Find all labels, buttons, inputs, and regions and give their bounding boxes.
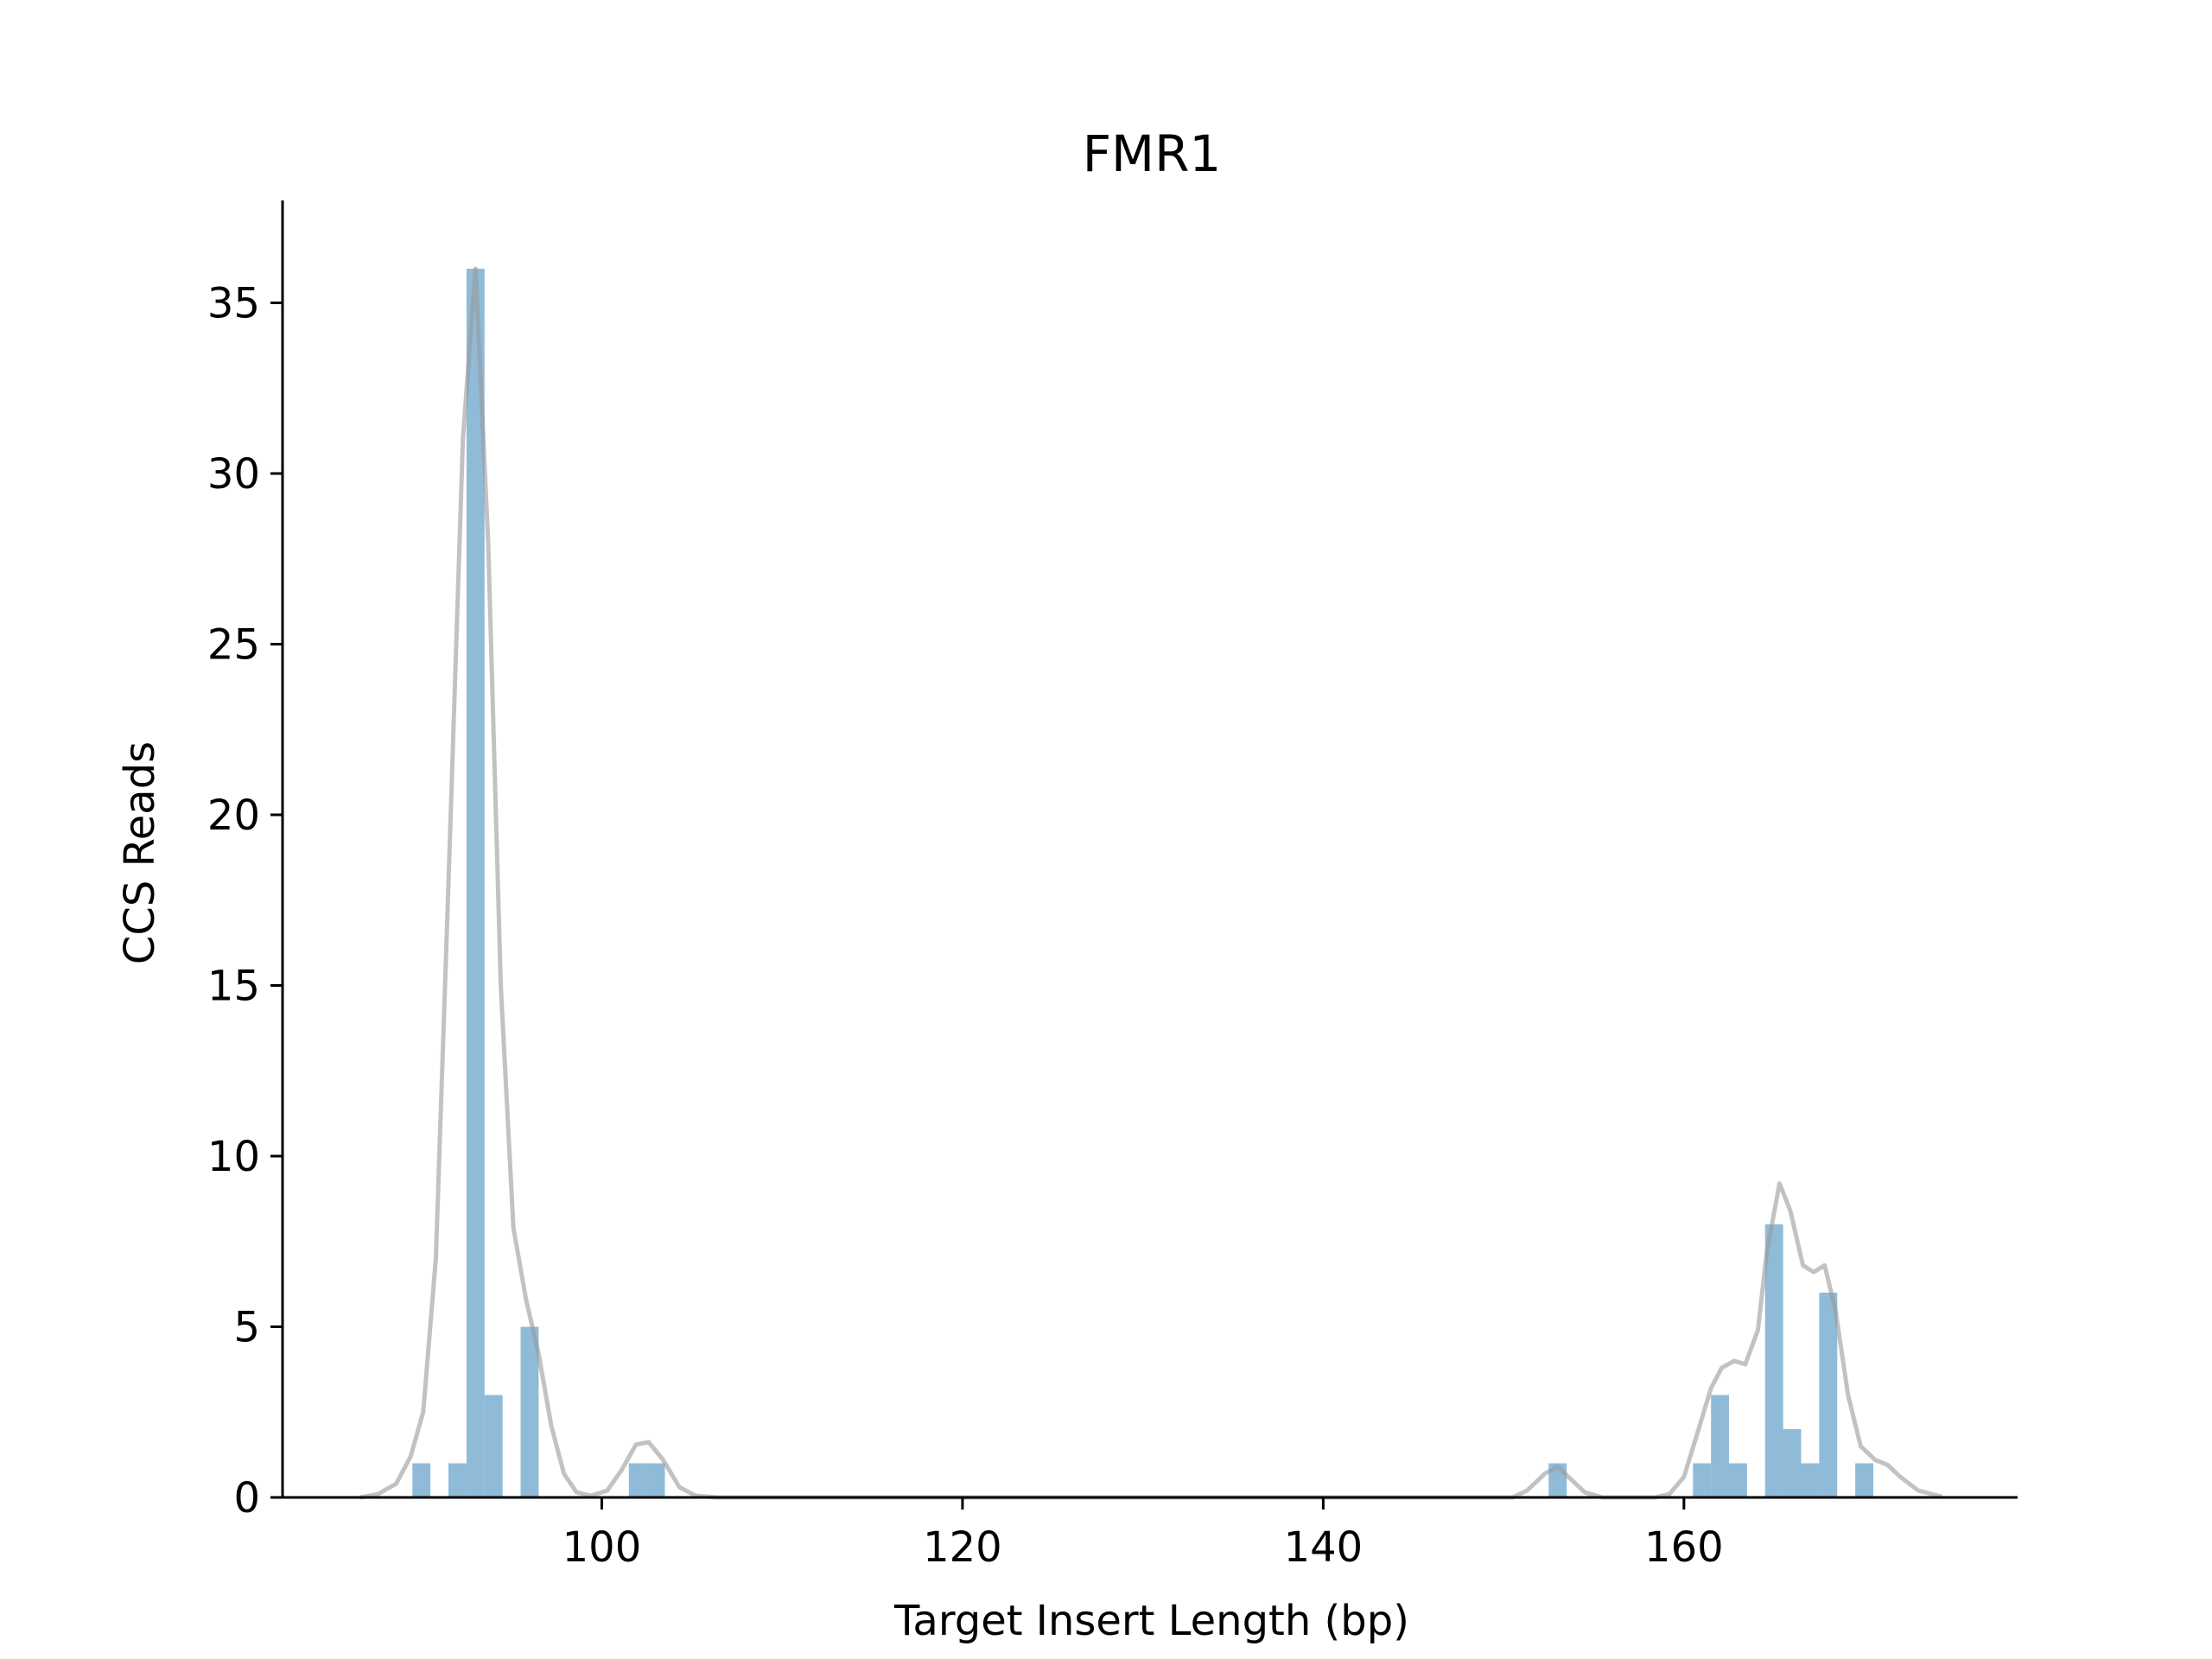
histogram-bar <box>1764 1224 1783 1497</box>
histogram-bar <box>448 1463 467 1497</box>
x-tick-label: 140 <box>1284 1523 1363 1572</box>
density-curve-layer <box>359 266 1942 1500</box>
histogram-bar <box>1819 1293 1838 1497</box>
y-tick-label: 15 <box>207 963 260 1011</box>
axes: 0 5 10 15 20 25 30 35 100 120 140 160 <box>207 200 2018 1572</box>
histogram-bar <box>1711 1395 1730 1497</box>
y-tick-label: 25 <box>207 621 260 670</box>
density-curve <box>359 266 1942 1500</box>
x-tick-label: 100 <box>563 1523 642 1572</box>
histogram-bar <box>1729 1463 1747 1497</box>
histogram-bar <box>1801 1463 1820 1497</box>
y-tick-label: 10 <box>207 1133 260 1181</box>
y-tick-label: 20 <box>207 791 260 840</box>
histogram-bar <box>466 269 485 1497</box>
y-axis-title: CCS Reads <box>116 741 164 964</box>
y-tick-label: 5 <box>233 1304 260 1352</box>
histogram-bar <box>1855 1463 1874 1497</box>
x-tick-label: 160 <box>1644 1523 1724 1572</box>
histogram-bar <box>412 1463 431 1497</box>
x-tick-label: 120 <box>923 1523 1002 1572</box>
chart-title: FMR1 <box>1083 124 1222 183</box>
y-tick-label: 0 <box>233 1474 260 1522</box>
histogram-bar <box>628 1463 647 1497</box>
histogram-bar <box>1693 1463 1712 1497</box>
x-axis-title: Target Insert Length (bp) <box>893 1597 1409 1645</box>
histogram-bar <box>520 1326 539 1497</box>
histogram-bar <box>484 1395 503 1497</box>
histogram-bar <box>1783 1429 1802 1497</box>
y-tick-label: 35 <box>207 280 260 328</box>
y-tick-label: 30 <box>207 450 260 499</box>
histogram-bar <box>646 1463 665 1497</box>
